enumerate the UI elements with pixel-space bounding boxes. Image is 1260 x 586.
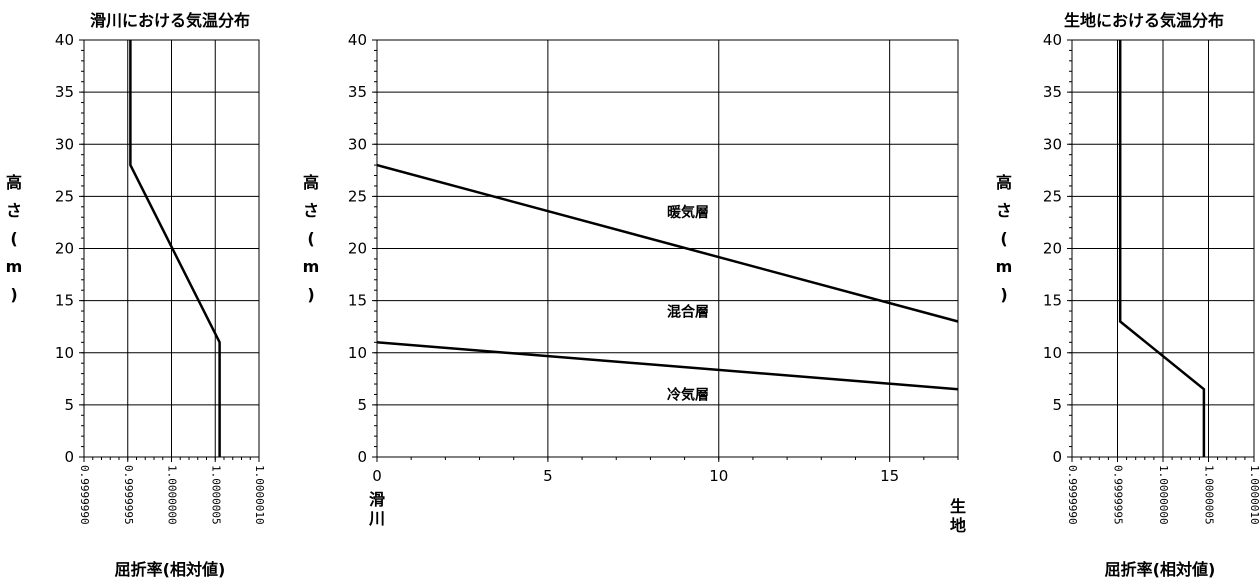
chart2-y-label-char: 高 (303, 173, 319, 192)
chart2-x-end-label-right: 地 (950, 516, 966, 535)
chart2-x-end-label-left: 川 (368, 509, 385, 528)
chart3-x-tick-label: 1.0000005 (1203, 465, 1216, 525)
chart1-y-tick-label: 30 (55, 135, 74, 153)
chart3-y-tick-label: 15 (1043, 292, 1062, 310)
chart1-x-tick-label: 0.9999990 (78, 465, 91, 525)
chart2-y-tick-label: 0 (357, 448, 367, 466)
chart2-y-tick-label: 30 (348, 135, 367, 153)
chart2-y-label-char: さ (303, 201, 319, 220)
chart1-y-tick-label: 20 (55, 240, 74, 258)
chart2-x-end-label-left: 滑 (369, 490, 385, 509)
chart3-series-line-1 (1118, 40, 1206, 457)
chart2-y-tick-label: 10 (348, 344, 367, 362)
chart3-y-label-char: m (996, 257, 1013, 276)
chart3-y-label-char: ( (1000, 229, 1007, 248)
chart3-y-label-char: ) (1000, 285, 1007, 304)
chart3-y-label-char: 高 (996, 173, 1012, 192)
chart1-y-label-char: m (6, 257, 23, 276)
chart2-y-tick-label: 15 (348, 292, 367, 310)
chart3-y-tick-label: 35 (1043, 83, 1062, 101)
chart2-y-tick-label: 25 (348, 187, 367, 205)
chart1-x-tick-label: 1.0000005 (209, 465, 222, 525)
chart2-layer-label: 冷気層 (667, 387, 709, 404)
chart2-layer-label: 暖気層 (667, 204, 709, 221)
chart2-series-line-2 (376, 341, 959, 391)
chart3-x-label: 屈折率(相対値) (1105, 560, 1216, 579)
chart1-y-label-char: ( (10, 229, 17, 248)
chart2-y-label-char: ) (307, 285, 314, 304)
chart1-series-line-1 (129, 40, 221, 457)
chart2-x-tick-label: 15 (880, 467, 899, 485)
chart2-x-end-label-right: 生 (950, 497, 966, 516)
chart1-x-label: 屈折率(相対値) (115, 560, 226, 579)
chart3-x-tick-label: 1.0000010 (1248, 465, 1260, 525)
chart1-y-tick-label: 25 (55, 187, 74, 205)
chart3-y-tick-label: 25 (1043, 187, 1062, 205)
chart2-series-line-1 (376, 163, 959, 323)
chart1-y-tick-label: 5 (64, 396, 74, 414)
chart1-x-tick-label: 1.0000000 (166, 465, 179, 525)
chart3-title: 生地における気温分布 (1064, 11, 1224, 30)
chart2-y-tick-label: 40 (348, 31, 367, 49)
chart3-y-label-char: さ (996, 201, 1012, 220)
chart2-y-tick-label: 5 (357, 396, 367, 414)
chart2-y-tick-label: 20 (348, 240, 367, 258)
chart2-layer-label: 混合層 (667, 303, 709, 320)
chart1-x-tick-label: 0.9999995 (122, 465, 135, 525)
chart1-y-tick-label: 15 (55, 292, 74, 310)
chart2-y-label-char: m (303, 257, 320, 276)
chart1-y-tick-label: 40 (55, 31, 74, 49)
chart1-y-tick-label: 0 (64, 448, 74, 466)
chart2-x-tick-label: 5 (543, 467, 553, 485)
chart3-x-tick-label: 0.9999995 (1112, 465, 1125, 525)
chart3-x-tick-label: 0.9999990 (1066, 465, 1079, 525)
chart3-y-tick-label: 30 (1043, 135, 1062, 153)
chart3-x-tick-label: 1.0000000 (1157, 465, 1170, 525)
chart1-y-tick-label: 35 (55, 83, 74, 101)
chart2-y-tick-label: 35 (348, 83, 367, 101)
chart3-y-tick-label: 20 (1043, 240, 1062, 258)
chart3-y-tick-label: 10 (1043, 344, 1062, 362)
chart1-x-tick-label: 1.0000010 (253, 465, 266, 525)
chart1-title: 滑川における気温分布 (90, 11, 250, 30)
chart3-y-tick-label: 5 (1052, 396, 1062, 414)
chart2-y-label-char: ( (307, 229, 314, 248)
chart2-x-tick-label: 10 (709, 467, 728, 485)
chart3-y-tick-label: 0 (1052, 448, 1062, 466)
chart1-y-label-char: さ (6, 201, 22, 220)
chart3-y-tick-label: 40 (1043, 31, 1062, 49)
chart1-y-label-char: 高 (6, 173, 22, 192)
chart2-x-tick-label: 0 (372, 467, 382, 485)
chart1-y-label-char: ) (10, 285, 17, 304)
chart1-y-tick-label: 10 (55, 344, 74, 362)
